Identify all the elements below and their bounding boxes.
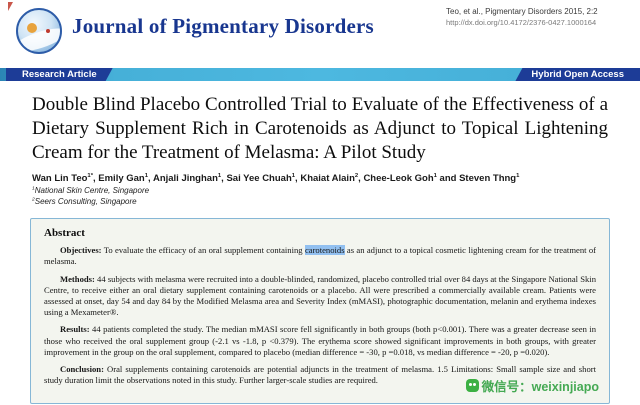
abstract-conclusion: Conclusion: Oral supplements containing … bbox=[44, 363, 596, 386]
author: Wan Lin Teo1* bbox=[32, 173, 93, 185]
methods-label: Methods: bbox=[60, 273, 95, 284]
article-body: Double Blind Placebo Controlled Trial to… bbox=[0, 93, 640, 405]
affiliation: 2Seers Consulting, Singapore bbox=[32, 197, 137, 207]
author: , Chee-Leok Goh1 bbox=[358, 173, 437, 185]
wechat-watermark: 微信号：weixinjiapo bbox=[465, 376, 599, 395]
open-access-badge: Hybrid Open Access bbox=[515, 68, 640, 81]
research-article-badge: Research Article bbox=[6, 68, 113, 81]
author: and Steven Thng1 bbox=[436, 173, 520, 185]
journal-title: Journal of Pigmentary Disorders bbox=[72, 14, 374, 38]
conclusion-label: Conclusion: bbox=[60, 363, 104, 374]
wechat-icon bbox=[465, 379, 479, 393]
affiliation: 1National Skin Centre, Singapore bbox=[32, 186, 150, 196]
doi-link[interactable]: http://dx.doi.org/10.4172/2376-0427.1000… bbox=[446, 18, 597, 27]
results-label: Results: bbox=[60, 324, 90, 335]
abstract-results: Results: 44 patients completed the study… bbox=[44, 324, 596, 357]
corner-mark bbox=[8, 2, 13, 11]
authors-line: Wan Lin Teo1*, Emily Gan1, Anjali Jingha… bbox=[32, 173, 608, 184]
author: , Sai Yee Chuah1 bbox=[221, 173, 296, 185]
abstract-methods: Methods: 44 subjects with melasma were r… bbox=[44, 273, 596, 318]
banner-bar: Research Article Hybrid Open Access bbox=[0, 68, 640, 81]
watermark-text: 微信号：weixinjiapo bbox=[481, 380, 599, 395]
citation-block: Teo, et al., Pigmentary Disorders 2015, … bbox=[446, 7, 632, 27]
author: , Anjali Jinghan1 bbox=[148, 173, 222, 185]
journal-logo bbox=[16, 8, 62, 54]
abstract-objectives: Objectives: To evaluate the efficacy of … bbox=[44, 245, 597, 267]
author: , Emily Gan1 bbox=[92, 173, 149, 185]
citation-text: Teo, et al., Pigmentary Disorders 2015, … bbox=[446, 7, 598, 16]
article-title: Double Blind Placebo Controlled Trial to… bbox=[32, 94, 608, 163]
abstract-heading: Abstract bbox=[44, 227, 85, 240]
header: Journal of Pigmentary Disorders Teo, et … bbox=[0, 0, 640, 64]
highlighted-term[interactable]: carotenoids bbox=[304, 245, 345, 256]
author: , Khaiat Alain2 bbox=[295, 173, 359, 185]
abstract-box: Abstract Objectives: To evaluate the eff… bbox=[30, 218, 610, 405]
objectives-label: Objectives: bbox=[60, 245, 102, 256]
